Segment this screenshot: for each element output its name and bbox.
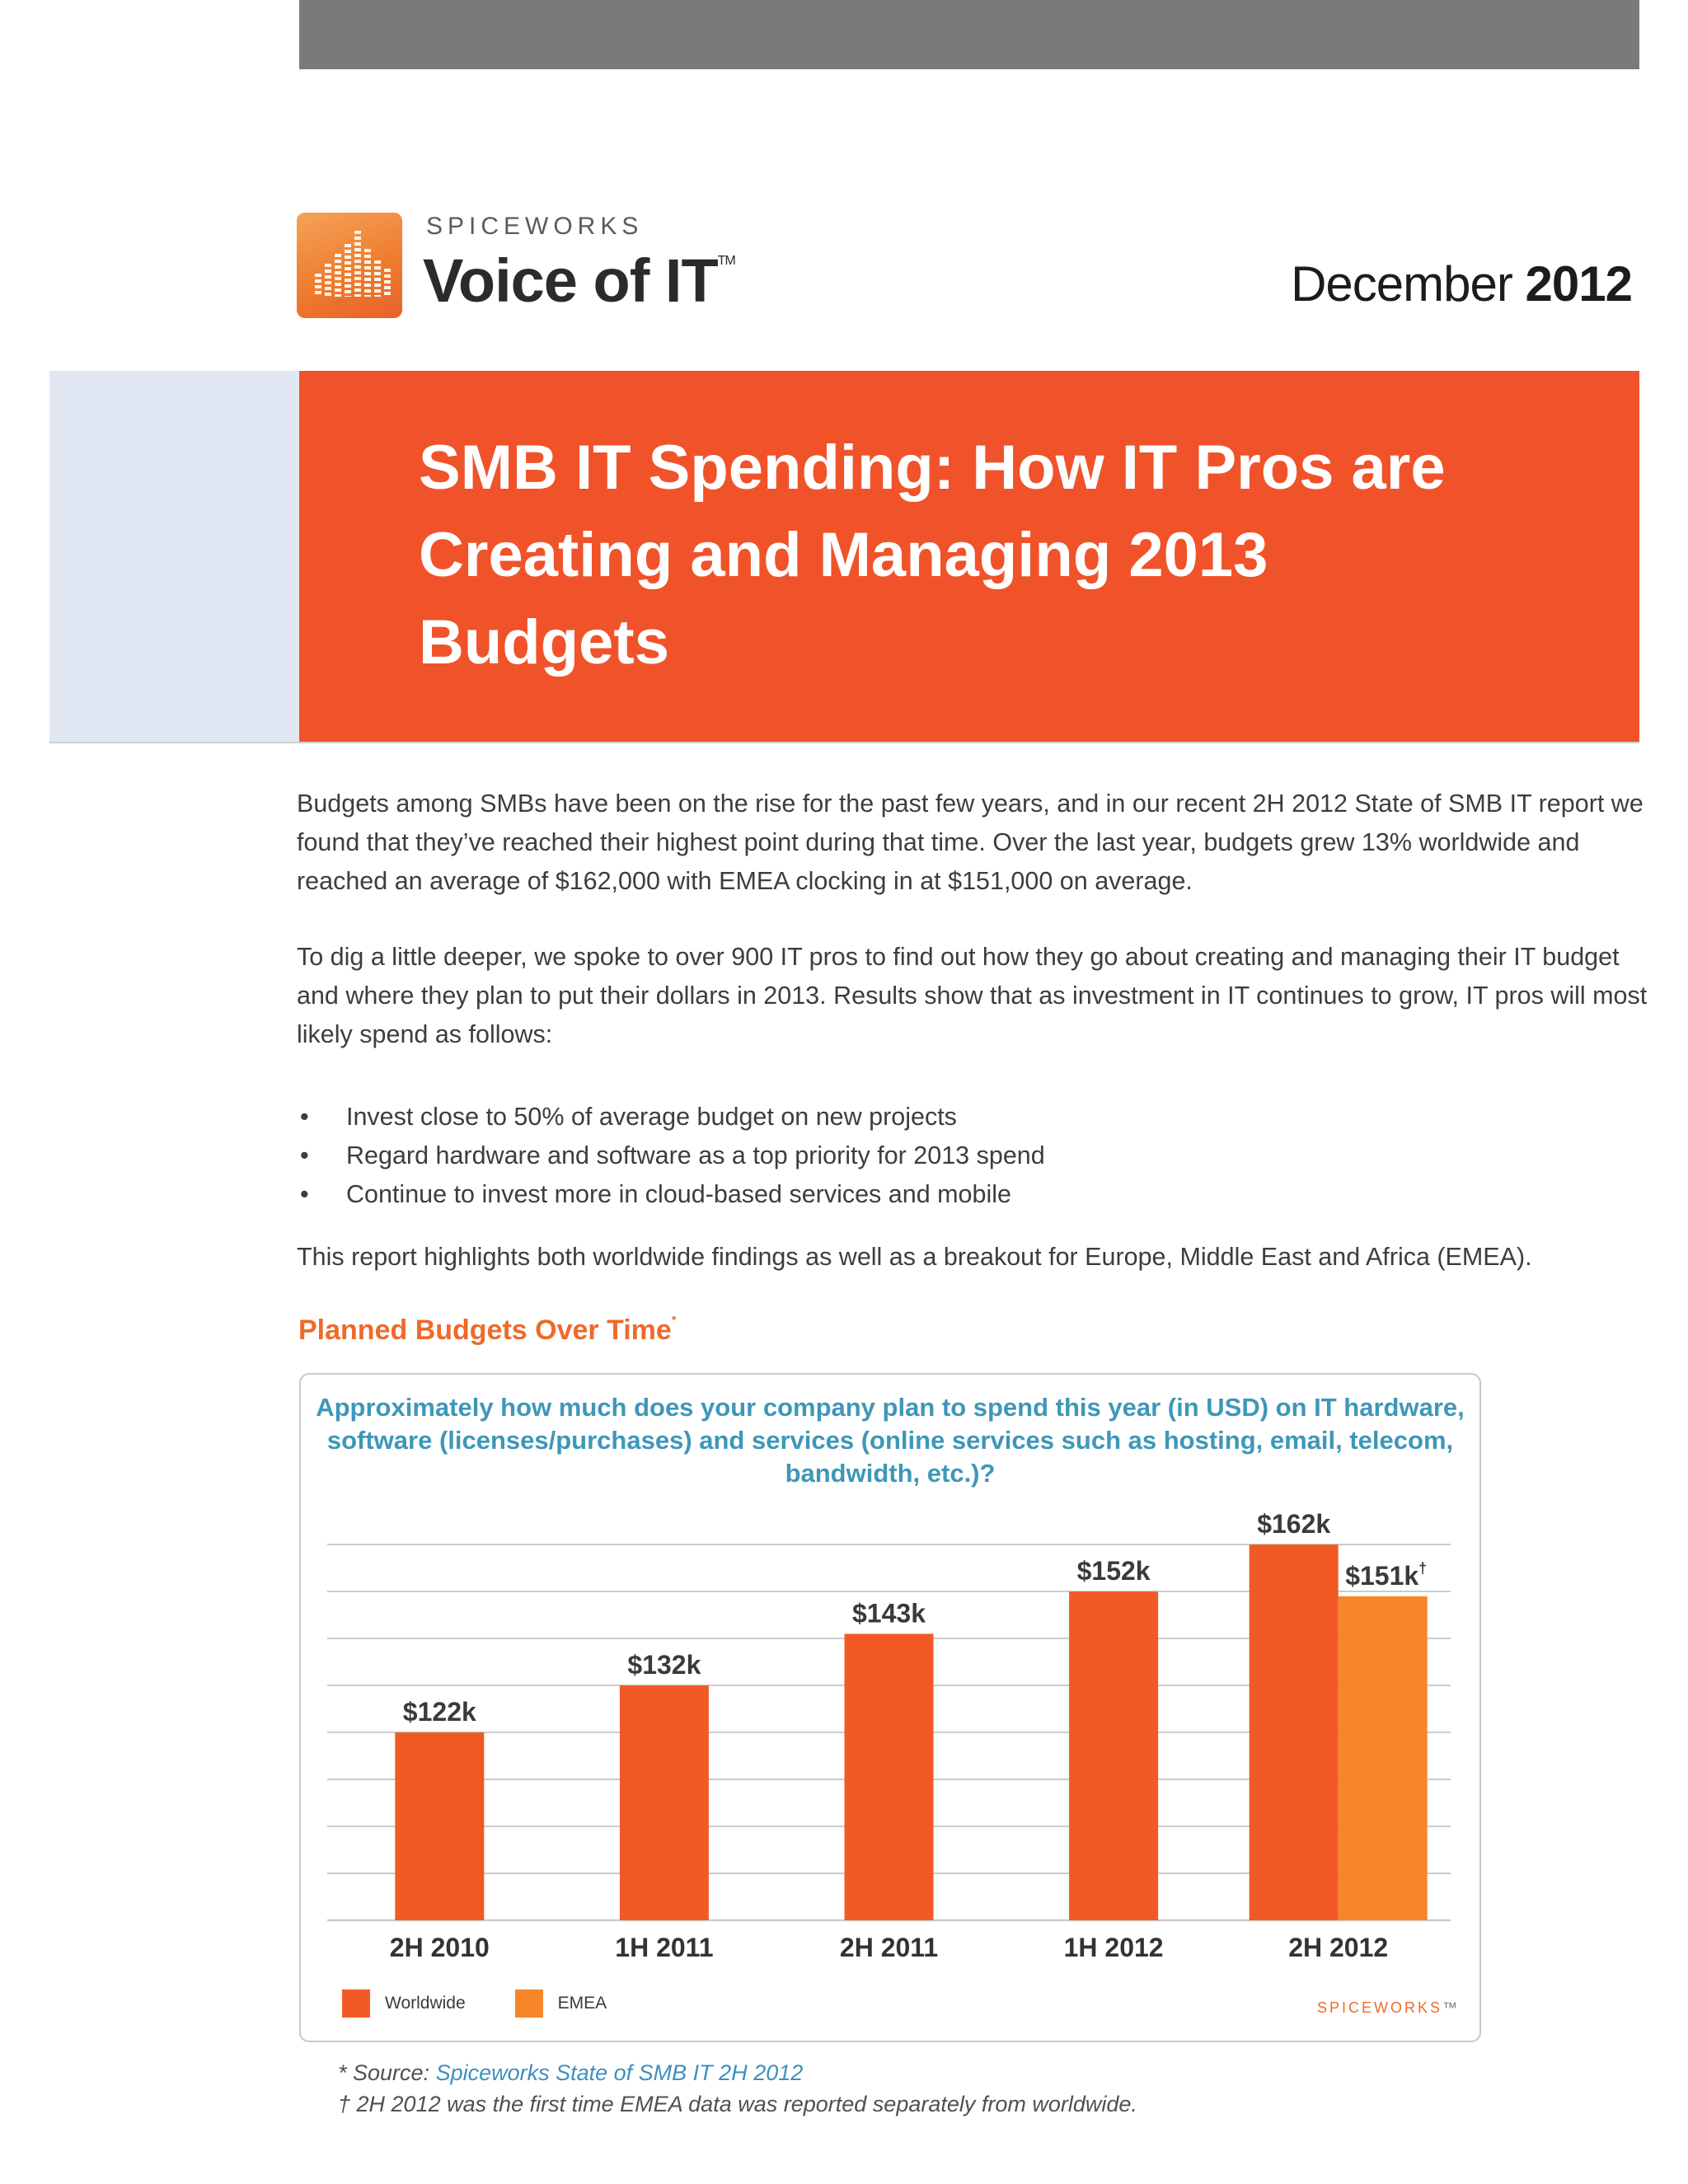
x-tick-label: 2H 2012 <box>1288 1933 1388 1962</box>
issue-date: December 2012 <box>1291 256 1633 312</box>
legend-label-worldwide: Worldwide <box>385 1994 466 2013</box>
list-item: • Continue to invest more in cloud-based … <box>297 1175 1615 1214</box>
dagger-footnote: † 2H 2012 was the first time EMEA data w… <box>338 2092 1137 2116</box>
source-link[interactable]: Spiceworks State of SMB IT 2H 2012 <box>435 2060 804 2085</box>
intro-paragraph: Budgets among SMBs have been on the rise… <box>297 790 1643 895</box>
brand-title: Voice of ITTM <box>423 246 736 315</box>
spiceworks-wordmark: SPICEWORKS <box>426 213 644 240</box>
section-title: Planned Budgets Over Time* <box>298 1313 677 1346</box>
asterisk-marker: * <box>671 1313 677 1326</box>
dagger-marker: † <box>1418 1560 1427 1577</box>
findings-list: • Invest close to 50% of average budget o… <box>297 1098 1615 1214</box>
bar-emea <box>1338 1596 1428 1920</box>
legend-swatch-worldwide <box>342 1990 370 2018</box>
method-paragraph: To dig a little deeper, we spoke to over… <box>297 943 1648 1048</box>
legend-swatch-emea <box>514 1990 543 2018</box>
bar-worldwide <box>1249 1544 1339 1920</box>
bullet-icon: • <box>300 1103 309 1131</box>
bar-worldwide <box>844 1633 934 1920</box>
x-tick-label: 1H 2011 <box>615 1933 713 1962</box>
title-banner: SMB IT Spending: How IT Pros are Creatin… <box>299 371 1639 742</box>
chart-question: Approximately how much does your company… <box>316 1393 1465 1488</box>
bar-worldwide <box>619 1685 709 1920</box>
bar-worldwide <box>395 1732 485 1920</box>
bullet-icon: • <box>300 1141 309 1169</box>
legend-label-emea: EMEA <box>557 1994 607 2013</box>
divider <box>49 742 1639 743</box>
data-label-emea: $151k† <box>1345 1560 1427 1591</box>
budget-bar-chart: $122k 2H 2010 $132k 1H 2011 $143k 2H 2011 $152… <box>327 1509 1451 1962</box>
x-tick-label: 1H 2012 <box>1064 1933 1164 1962</box>
x-tick-label: 2H 2010 <box>390 1933 490 1962</box>
data-label-worldwide: $152k <box>1077 1556 1151 1586</box>
data-label-worldwide: $143k <box>852 1598 926 1628</box>
banner-side-block <box>49 371 300 742</box>
trademark: TM <box>717 254 736 268</box>
report-title: SMB IT Spending: How IT Pros are Creatin… <box>419 433 1446 677</box>
bar-worldwide <box>1069 1591 1159 1920</box>
voice-of-it-logo-icon <box>297 213 402 318</box>
source-footnote: * Source: Spiceworks State of SMB IT 2H … <box>338 2060 804 2085</box>
top-gray-bar <box>299 0 1639 69</box>
budget-chart-card: $122k 2H 2010 $132k 1H 2011 $143k 2H 2011 $152… <box>299 1373 1481 2042</box>
chart-legend: Worldwide EMEA <box>342 1990 656 2018</box>
list-item: • Invest close to 50% of average budget o… <box>297 1098 1615 1137</box>
data-label-worldwide: $132k <box>627 1650 701 1680</box>
data-label-worldwide: $162k <box>1257 1509 1330 1539</box>
x-tick-label: 2H 2011 <box>840 1933 938 1962</box>
data-label-worldwide: $122k <box>403 1697 476 1727</box>
bullet-icon: • <box>300 1180 309 1208</box>
scope-paragraph: This report highlights both worldwide fi… <box>297 1243 1532 1271</box>
spiceworks-chart-logo: SPICEWORKS™ <box>1316 1999 1460 2016</box>
list-item: • Regard hardware and software as a top p… <box>297 1137 1615 1175</box>
